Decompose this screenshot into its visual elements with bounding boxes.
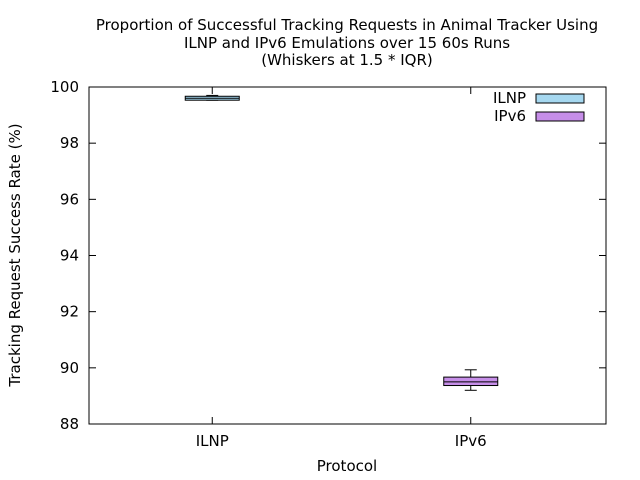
legend-swatch <box>535 93 585 104</box>
legend-label: ILNP <box>493 89 526 107</box>
x-tick-label: ILNP <box>196 432 229 450</box>
y-axis-label: Tracking Request Success Rate (%) <box>6 123 24 387</box>
chart-title-line-1: Proportion of Successful Tracking Reques… <box>96 16 598 34</box>
plot-frame <box>88 86 607 425</box>
y-tick-label: 88 <box>60 415 79 433</box>
box-ilnp <box>184 94 240 101</box>
y-tick-label: 94 <box>60 247 79 265</box>
y-tick-label: 96 <box>60 190 79 208</box>
x-axis-label: Protocol <box>317 457 377 475</box>
chart-title-line-3: (Whiskers at 1.5 * IQR) <box>261 51 433 69</box>
chart-title: Proportion of Successful Tracking Reques… <box>96 16 598 69</box>
box-iqr <box>443 376 499 387</box>
box-series-group <box>184 94 499 391</box>
box-ipv6 <box>443 369 499 391</box>
y-tick-label: 92 <box>60 303 79 321</box>
y-tick-label: 100 <box>50 78 79 96</box>
y-tick-label: 98 <box>60 134 79 152</box>
chart-title-line-2: ILNP and IPv6 Emulations over 15 60s Run… <box>184 34 510 52</box>
y-tick-label: 90 <box>60 359 79 377</box>
x-axis-ticks: ILNP IPv6 <box>196 87 487 450</box>
legend-label: IPv6 <box>494 107 526 125</box>
y-axis-ticks: 88 90 92 94 96 98 100 <box>50 78 606 433</box>
x-tick-label: IPv6 <box>455 432 487 450</box>
legend-swatch <box>535 111 585 122</box>
